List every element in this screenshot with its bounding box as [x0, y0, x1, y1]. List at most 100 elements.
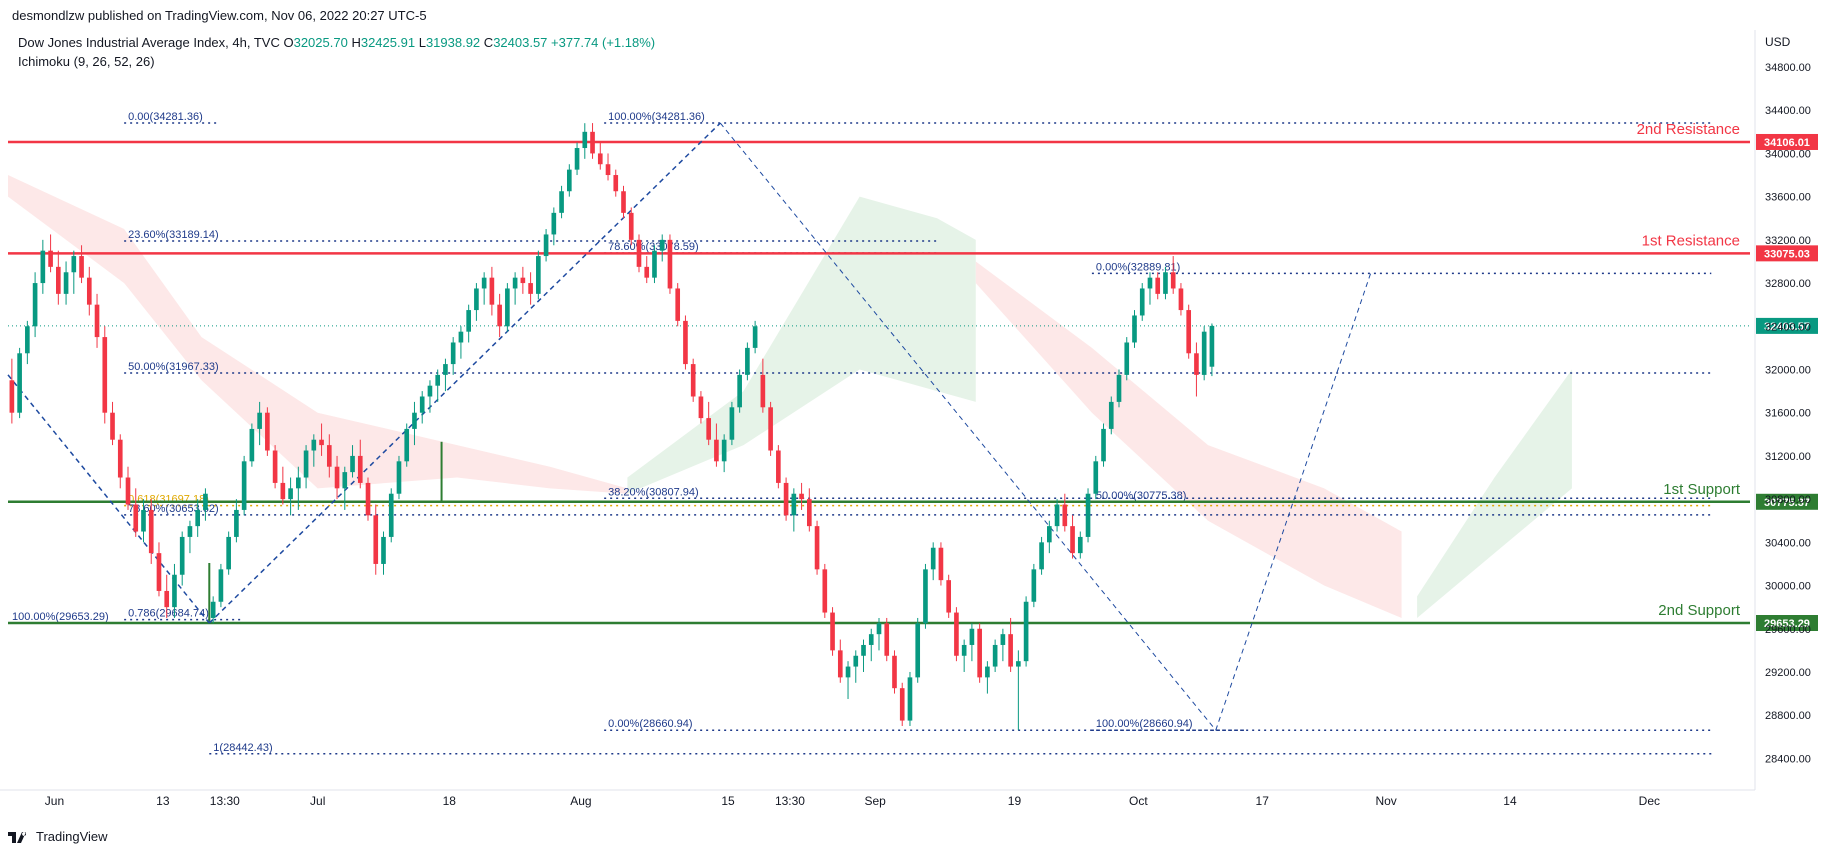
- candle-body-102: [799, 493, 804, 500]
- candle-body-145: [1132, 315, 1137, 343]
- x-tick-1: 13: [156, 794, 170, 808]
- candle-body-127: [992, 644, 998, 667]
- candle-body-109: [853, 655, 859, 667]
- level-price-tag-0: [1756, 133, 1818, 150]
- candle-body-94: [737, 374, 742, 408]
- candle-body-64: [505, 288, 510, 327]
- candle-body-86: [675, 288, 681, 321]
- candle-body-121: [946, 580, 952, 613]
- candle-body-6: [56, 266, 61, 294]
- level-name-2: 1st Support: [1663, 481, 1741, 498]
- candle-body-20: [164, 590, 170, 608]
- high-label: H: [351, 35, 361, 50]
- x-tick-8: Sep: [864, 794, 886, 808]
- candle-body-65: [512, 277, 518, 289]
- candle-body-36: [288, 488, 293, 500]
- candle-body-123: [961, 644, 967, 656]
- fib-label-8: 100.00%(34281.36): [608, 111, 705, 123]
- candle-body-1: [17, 353, 22, 413]
- candle-body-60: [474, 288, 479, 311]
- candle-body-150: [1170, 272, 1176, 289]
- candle-body-125: [977, 628, 982, 678]
- y-tick-6: 32400.00: [1765, 321, 1811, 333]
- candle-body-119: [930, 547, 936, 570]
- candle-body-14: [117, 439, 123, 478]
- trendline-1: [208, 122, 721, 624]
- candle-body-23: [187, 526, 193, 537]
- candle-body-74: [582, 131, 588, 149]
- candle-body-93: [729, 407, 735, 440]
- fib-label-7: 1(28442.43): [213, 742, 272, 754]
- candle-body-56: [443, 364, 448, 375]
- candle-body-58: [458, 331, 464, 343]
- candle-body-108: [845, 666, 851, 678]
- candle-body-43: [342, 472, 348, 489]
- candle-body-134: [1047, 526, 1052, 543]
- x-tick-9: 19: [1008, 794, 1022, 808]
- level-price-1: 33075.03: [1764, 248, 1810, 260]
- candle-body-7: [63, 272, 69, 294]
- candle-body-8: [71, 256, 77, 273]
- candle-body-129: [1008, 634, 1013, 667]
- level-name-1: 1st Resistance: [1642, 232, 1740, 249]
- candle-body-137: [1070, 526, 1075, 554]
- fib-label-2: 50.00%(31967.33): [128, 361, 219, 373]
- level-price-0: 34106.01: [1764, 137, 1810, 149]
- candle-body-147: [1147, 277, 1153, 289]
- tradingview-footer[interactable]: TradingView: [8, 829, 108, 844]
- candle-body-40: [319, 439, 324, 446]
- publish-note: desmondlzw published on TradingView.com,…: [12, 8, 427, 23]
- candle-body-104: [814, 526, 820, 570]
- candle-body-139: [1085, 493, 1091, 537]
- open-label: O: [283, 35, 294, 50]
- candle-body-46: [365, 482, 371, 516]
- candle-body-37: [296, 477, 301, 489]
- x-tick-4: 18: [443, 794, 457, 808]
- candle-body-136: [1062, 504, 1068, 527]
- candle-body-15: [125, 477, 131, 505]
- level-price-tag-2: [1756, 493, 1818, 510]
- x-tick-10: Oct: [1129, 794, 1148, 808]
- candle-body-91: [714, 439, 719, 462]
- y-tick-3: 33600.00: [1765, 192, 1811, 204]
- candle-body-61: [481, 277, 487, 289]
- fib-label-11: 0.00%(28660.94): [608, 718, 692, 730]
- candle-body-70: [551, 212, 557, 235]
- y-tick-7: 32000.00: [1765, 364, 1811, 376]
- candle-body-88: [690, 364, 696, 397]
- candle-body-151: [1178, 288, 1184, 311]
- candle-body-39: [311, 439, 317, 451]
- candle-body-72: [566, 169, 572, 192]
- close-label: C: [483, 35, 494, 50]
- x-tick-3: Jul: [310, 794, 325, 808]
- fib-label-1: 23.60%(33189.14): [128, 229, 219, 241]
- candle-body-105: [822, 569, 828, 613]
- candle-body-122: [954, 612, 959, 656]
- fib-label-5: 0.786(29684.74): [128, 608, 209, 620]
- y-tick-12: 30000.00: [1765, 581, 1811, 593]
- trendline-2: [719, 122, 1217, 731]
- candle-body-153: [1194, 353, 1199, 375]
- indicator-line[interactable]: Ichimoku (9, 26, 52, 26): [18, 54, 155, 69]
- fib-label-13: 100.00%(28660.94): [1096, 718, 1193, 730]
- candle-body-45: [357, 455, 363, 483]
- candle-body-115: [899, 688, 905, 721]
- candle-body-49: [388, 493, 394, 537]
- candle-body-146: [1139, 288, 1145, 316]
- candle-body-0: [9, 380, 15, 413]
- candle-body-41: [326, 445, 332, 467]
- y-tick-2: 34000.00: [1765, 148, 1811, 160]
- y-tick-1: 34400.00: [1765, 105, 1811, 117]
- symbol-title[interactable]: Dow Jones Industrial Average Index, 4h, …: [18, 35, 280, 50]
- candle-body-17: [141, 509, 146, 532]
- candle-body-117: [915, 623, 921, 678]
- candle-body-124: [969, 628, 975, 645]
- level-price-tag-1: [1756, 245, 1818, 262]
- candle-body-9: [79, 256, 84, 278]
- candle-body-148: [1155, 277, 1161, 294]
- candle-body-35: [280, 482, 286, 500]
- candle-body-52: [412, 412, 417, 429]
- fib-label-0: 0.00(34281.36): [128, 111, 203, 123]
